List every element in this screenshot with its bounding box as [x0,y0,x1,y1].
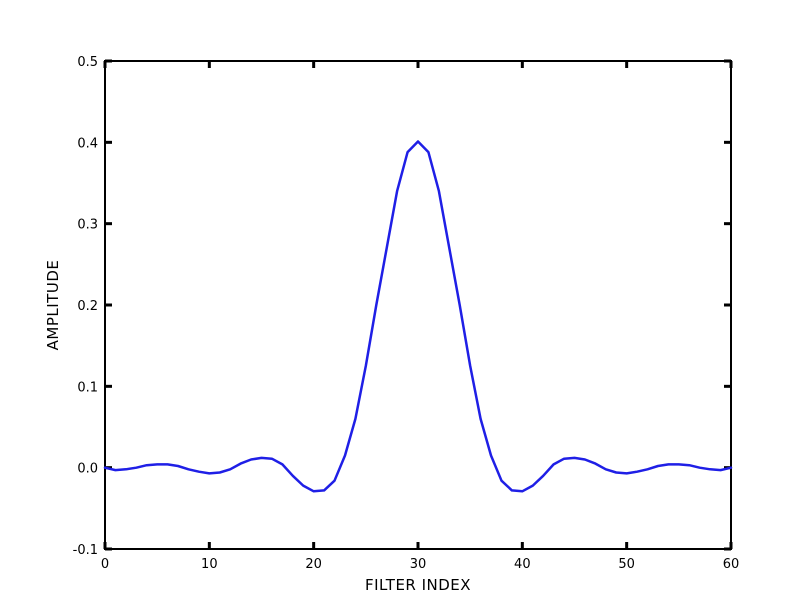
y-tick-label: 0.0 [77,462,98,477]
x-tick-label: 0 [101,557,109,572]
x-tick-label: 50 [618,557,635,572]
y-tick-label: -0.1 [73,543,98,558]
x-tick-label: 30 [410,557,427,572]
y-axis-title: AMPLITUDE [44,260,62,351]
tick-labels: 0 10 20 30 40 50 60 -0.1 0.0 0.1 0.2 0.3 0.4 0.5 [73,55,740,572]
x-tick-label: 20 [305,557,322,572]
y-tick-label: 0.5 [77,55,98,70]
y-tick-label: 0.4 [77,136,98,151]
y-tick-label: 0.2 [77,299,98,314]
x-tick-label: 40 [514,557,531,572]
y-tick-label: 0.3 [77,218,98,233]
series-line [103,140,733,493]
x-tick-label: 10 [201,557,218,572]
x-axis-title: FILTER INDEX [365,576,471,594]
plot-frame [104,60,732,550]
y-tick-label: 0.1 [77,380,98,395]
x-tick-label: 60 [723,557,740,572]
